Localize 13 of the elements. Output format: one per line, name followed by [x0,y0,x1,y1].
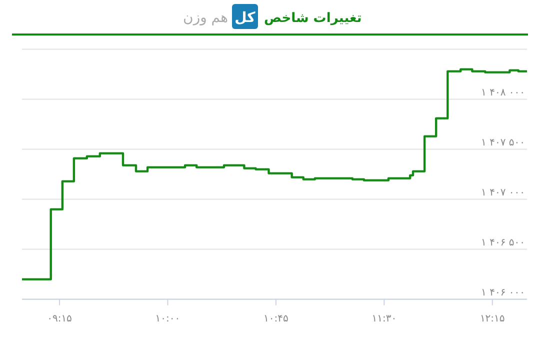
y-tick-label: ۱ ۴۰۷ ۵۰۰ [481,137,525,148]
y-tick-label: ۱ ۴۰۶ ۵۰۰ [481,237,525,248]
y-tick-label: ۱ ۴۰۸ ۰۰۰ [481,87,525,98]
chart-subtitle: هم وزن [183,10,228,26]
x-tick-label: ۱۱:۳۰ [372,313,397,324]
x-tick-label: ۱۰:۰۰ [155,313,180,324]
heading: تغییرات شاخص کل هم وزن [12,4,528,36]
chart-title: تغییرات شاخص [264,11,362,26]
y-tick-label: ۱ ۴۰۷ ۰۰۰ [481,187,525,198]
x-tick-label: ۰۹:۱۵ [47,313,72,324]
y-tick-label: ۱ ۴۰۶ ۰۰۰ [481,287,525,298]
x-tick-label: ۱۲:۱۵ [480,313,505,324]
x-tick-label: ۱۰:۴۵ [264,313,288,324]
